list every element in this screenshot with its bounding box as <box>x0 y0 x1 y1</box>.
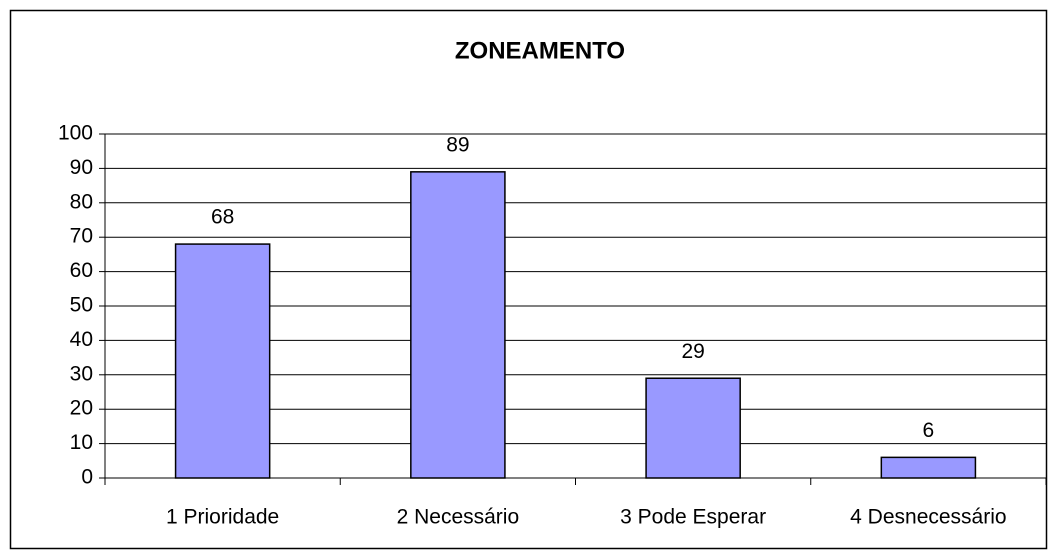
value-label: 68 <box>211 206 234 229</box>
y-tick-label: 80 <box>70 190 93 213</box>
chart-title: ZONEAMENTO <box>455 37 625 64</box>
value-label: 89 <box>446 133 469 156</box>
y-tick-label: 60 <box>70 259 93 282</box>
y-tick-label: 0 <box>81 466 93 489</box>
x-tick-label: 2 Necessário <box>397 506 520 529</box>
y-tick-label: 70 <box>70 225 93 248</box>
value-label: 6 <box>923 419 935 442</box>
x-tick-label: 1 Prioridade <box>166 506 279 529</box>
y-tick-label: 10 <box>70 431 93 454</box>
x-tick-label: 4 Desnecessário <box>850 506 1006 529</box>
value-label: 29 <box>681 340 704 363</box>
bar <box>645 377 741 479</box>
bar <box>410 171 506 479</box>
y-tick-label: 50 <box>70 294 93 317</box>
y-tick-label: 40 <box>70 328 93 351</box>
y-tick-label: 90 <box>70 156 93 179</box>
bar <box>174 243 271 479</box>
x-tick-label: 3 Pode Esperar <box>620 506 766 529</box>
bar <box>880 456 977 479</box>
y-tick-label: 30 <box>70 362 93 385</box>
y-tick-label: 20 <box>70 397 93 420</box>
y-tick-label: 100 <box>58 122 93 145</box>
